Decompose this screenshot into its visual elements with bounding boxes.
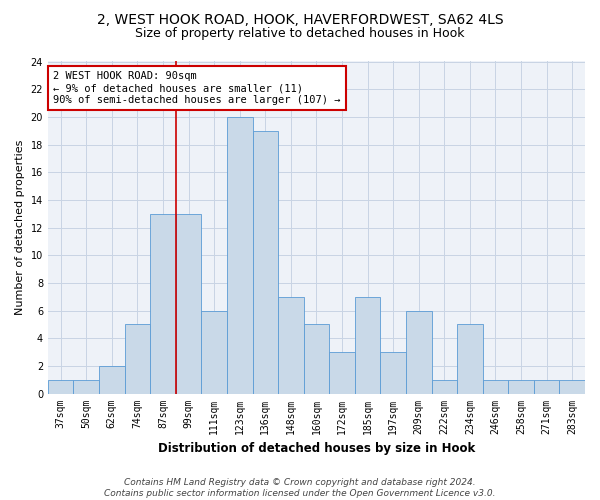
Bar (48, 380, 73, 394)
Y-axis label: Number of detached properties: Number of detached properties (15, 140, 25, 315)
Bar (508, 380, 534, 394)
Bar (329, 352, 355, 394)
Bar (253, 130, 278, 394)
Bar (125, 324, 150, 394)
Text: 2 WEST HOOK ROAD: 90sqm
← 9% of detached houses are smaller (11)
90% of semi-det: 2 WEST HOOK ROAD: 90sqm ← 9% of detached… (53, 72, 341, 104)
Bar (202, 310, 227, 394)
Bar (304, 324, 329, 394)
Bar (227, 117, 253, 394)
Bar (559, 380, 585, 394)
Bar (457, 324, 482, 394)
Bar (482, 380, 508, 394)
Bar (150, 214, 176, 394)
Bar (431, 380, 457, 394)
Bar (406, 310, 431, 394)
Bar (99, 366, 125, 394)
Bar (73, 380, 99, 394)
Bar (380, 352, 406, 394)
Bar (534, 380, 559, 394)
Text: Size of property relative to detached houses in Hook: Size of property relative to detached ho… (135, 28, 465, 40)
X-axis label: Distribution of detached houses by size in Hook: Distribution of detached houses by size … (158, 442, 475, 455)
Bar (176, 214, 202, 394)
Bar (278, 296, 304, 394)
Text: 2, WEST HOOK ROAD, HOOK, HAVERFORDWEST, SA62 4LS: 2, WEST HOOK ROAD, HOOK, HAVERFORDWEST, … (97, 12, 503, 26)
Bar (355, 296, 380, 394)
Text: Contains HM Land Registry data © Crown copyright and database right 2024.
Contai: Contains HM Land Registry data © Crown c… (104, 478, 496, 498)
